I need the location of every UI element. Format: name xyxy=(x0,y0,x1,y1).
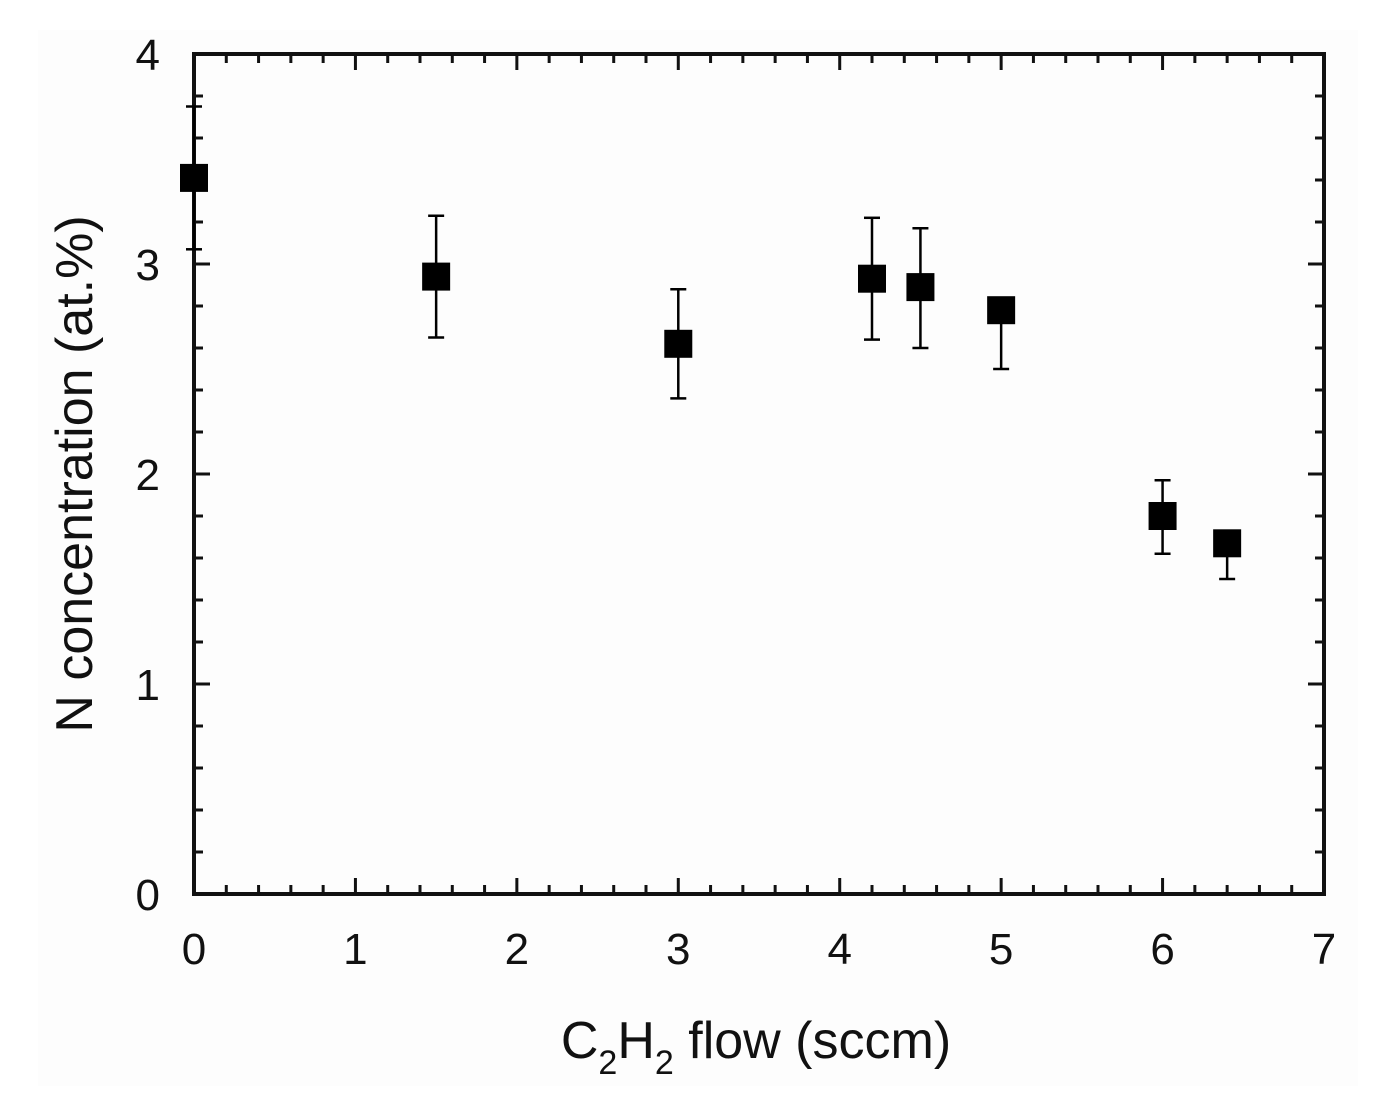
data-point xyxy=(1148,502,1177,530)
data-layer xyxy=(180,105,1242,581)
y-axis-title: N concentration (at.%) xyxy=(46,215,104,732)
x-axis-title-rest: flow (sccm) xyxy=(674,1012,951,1070)
x-tick-label: 0 xyxy=(182,925,206,974)
data-point xyxy=(422,262,451,291)
y-tick-label: 3 xyxy=(136,241,160,290)
x-tick-label: 3 xyxy=(666,925,690,974)
data-point xyxy=(1213,529,1242,558)
x-axis-title-subscript-2: 2 xyxy=(655,1044,674,1082)
ticks-layer xyxy=(192,52,1326,896)
data-point xyxy=(906,273,935,302)
y-tick-label: 4 xyxy=(136,31,160,80)
y-tick-label: 0 xyxy=(136,871,160,920)
data-point xyxy=(858,264,886,293)
x-tick-label: 5 xyxy=(989,925,1013,974)
x-axis-title-base: C xyxy=(561,1012,599,1070)
tick-labels-layer: 0 1 2 3 4 5 6 7 0 1 2 3 4 xyxy=(136,31,1337,974)
x-axis-title-subscript-1: 2 xyxy=(598,1044,617,1082)
x-tick-label: 4 xyxy=(827,925,851,974)
x-tick-label: 6 xyxy=(1150,925,1174,974)
x-axis-title: C2H2 flow (sccm) xyxy=(561,1012,951,1082)
y-tick-label: 2 xyxy=(136,451,160,500)
y-tick-label: 1 xyxy=(136,661,160,710)
x-tick-label: 7 xyxy=(1312,925,1336,974)
x-axis-title-mid: H xyxy=(617,1012,655,1070)
data-point xyxy=(987,296,1016,325)
x-tick-label: 2 xyxy=(505,925,529,974)
data-point xyxy=(180,163,208,192)
x-tick-label: 1 xyxy=(343,925,367,974)
data-point xyxy=(664,329,693,358)
figure-background xyxy=(38,30,1358,1086)
